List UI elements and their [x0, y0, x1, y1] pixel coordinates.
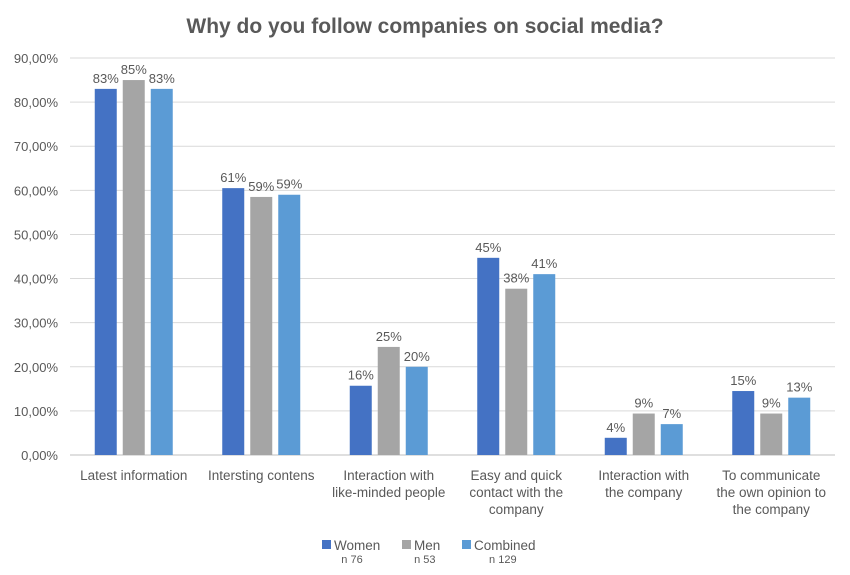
gridlines [70, 57, 835, 456]
y-axis: 0,00% 10,00% 20,00% 30,00% 40,00% 50,00% 60,00… [14, 51, 59, 463]
y-tick-label: 60,00% [14, 183, 59, 198]
data-label: 61% [220, 170, 246, 185]
data-label: 41% [531, 256, 557, 271]
data-label: 9% [762, 396, 781, 411]
data-label: 59% [248, 179, 274, 194]
data-label: 7% [662, 406, 681, 421]
chart-title: Why do you follow companies on social me… [186, 15, 663, 38]
bar-women-5 [732, 391, 755, 455]
x-tick-label: company [489, 502, 544, 517]
data-label: 15% [730, 373, 756, 388]
y-tick-label: 90,00% [14, 51, 59, 66]
bar-men-5 [760, 413, 783, 455]
bar-combined-4 [660, 424, 683, 455]
bar-men-1 [250, 196, 273, 455]
x-tick-label: Latest information [80, 468, 187, 483]
x-tick-label: Interaction with [343, 468, 434, 483]
bar-men-3 [505, 288, 528, 455]
y-tick-label: 0,00% [21, 448, 58, 463]
data-label: 13% [786, 380, 812, 395]
x-tick-label: Easy and quick [470, 468, 562, 483]
bar-combined-3 [533, 274, 556, 455]
data-label: 83% [93, 71, 119, 86]
data-label: 20% [404, 349, 430, 364]
data-label: 38% [503, 271, 529, 286]
x-tick-label: Intersting contens [208, 468, 315, 483]
legend-note: n 76 [341, 554, 362, 566]
legend-swatch-men [402, 540, 411, 549]
bar-combined-1 [278, 194, 301, 455]
bar-women-0 [94, 88, 117, 455]
bars: 83%85%83%61%59% 59%16%25%20%45%38%41%4%9%… [93, 62, 813, 456]
y-tick-label: 40,00% [14, 272, 59, 287]
legend-label: Combined [474, 538, 536, 553]
legend-swatch-combined [462, 540, 471, 549]
data-label: 83% [149, 71, 175, 86]
data-label: 4% [606, 420, 625, 435]
x-tick-label: Interaction with [598, 468, 689, 483]
x-tick-label: To communicate [722, 468, 820, 483]
data-label: 45% [475, 240, 501, 255]
data-label: 25% [376, 329, 402, 344]
y-tick-label: 70,00% [14, 139, 59, 154]
x-tick-label: the company [733, 502, 811, 517]
y-tick-label: 10,00% [14, 404, 59, 419]
data-label: 85% [121, 62, 147, 77]
bar-women-4 [604, 437, 627, 455]
legend-label: Women [334, 538, 380, 553]
bar-women-1 [222, 188, 245, 455]
x-tick-label: contact with the [469, 485, 563, 500]
x-tick-label: like-minded people [332, 485, 445, 500]
y-tick-label: 20,00% [14, 360, 59, 375]
data-label: 9% [634, 396, 653, 411]
bar-women-3 [477, 257, 500, 455]
bar-men-2 [377, 346, 400, 455]
x-tick-label: the own opinion to [716, 485, 826, 500]
legend-swatch-women [322, 540, 331, 549]
bar-men-4 [632, 413, 655, 455]
x-axis: Latest information Intersting contens Inte… [80, 468, 826, 517]
bar-combined-5 [788, 397, 811, 455]
legend-note: n 129 [489, 554, 517, 566]
y-tick-label: 80,00% [14, 95, 59, 110]
legend-label: Men [414, 538, 440, 553]
x-tick-label: the company [605, 485, 683, 500]
legend-note: n 53 [414, 554, 435, 566]
bar-combined-2 [405, 366, 428, 455]
bar-women-2 [349, 385, 372, 455]
data-label: 16% [348, 368, 374, 383]
y-tick-label: 30,00% [14, 316, 59, 331]
y-tick-label: 50,00% [14, 227, 59, 242]
data-label: 59% [276, 177, 302, 192]
bar-combined-0 [150, 88, 173, 455]
bar-men-0 [122, 80, 145, 456]
